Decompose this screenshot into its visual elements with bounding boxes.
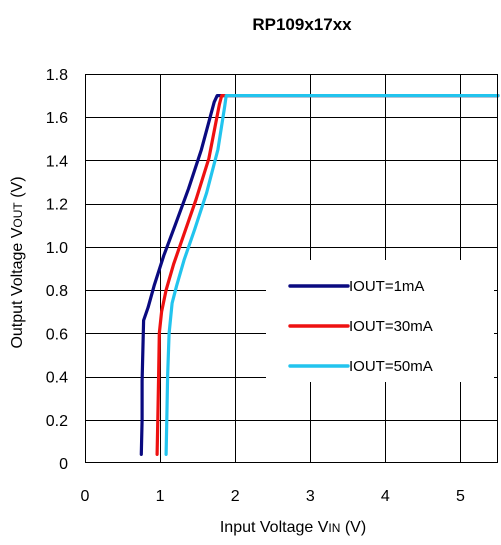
x-tick-label: 1 — [156, 488, 165, 505]
y-tick-label: 0.4 — [46, 370, 68, 387]
x-tick-label: 0 — [81, 488, 90, 505]
y-axis-ticks: 0 0.2 0.4 0.6 0.8 1.0 1.2 1.4 1.6 1.8 — [46, 67, 68, 473]
x-tick-label: 4 — [381, 488, 390, 505]
y-tick-label: 0.2 — [46, 413, 68, 430]
series-line-1 — [139, 93, 500, 456]
y-tick-label: 0 — [59, 456, 68, 473]
legend-label-3: IOUT=50mA — [349, 358, 433, 375]
y-tick-label: 0.8 — [46, 283, 68, 300]
legend-background — [266, 260, 494, 382]
series-layer — [84, 73, 500, 464]
x-tick-label: 3 — [306, 488, 315, 505]
y-tick-label: 1.2 — [46, 197, 68, 214]
y-tick-label: 1.8 — [46, 67, 68, 84]
y-tick-label: 1.0 — [46, 240, 68, 257]
x-tick-label: 2 — [231, 488, 240, 505]
y-tick-label: 0.6 — [46, 326, 68, 343]
legend: IOUT=1mA IOUT=30mA IOUT=50mA — [266, 260, 494, 382]
plot-frame — [84, 73, 499, 464]
x-axis-label: Input Voltage VIN (V) — [220, 519, 366, 536]
y-tick-label: 1.6 — [46, 110, 68, 127]
legend-label-2: IOUT=30mA — [349, 318, 433, 335]
series-line-2 — [155, 93, 500, 456]
chart-title: RP109x17xx — [252, 15, 352, 34]
y-tick-label: 1.4 — [46, 153, 68, 170]
x-axis-ticks: 0 1 2 3 4 5 — [81, 488, 465, 505]
legend-label-1: IOUT=1mA — [349, 278, 424, 295]
y-axis-label: Output Voltage VOUT (V) — [9, 176, 26, 348]
x-tick-label: 5 — [456, 488, 465, 505]
series-line-3 — [164, 93, 500, 456]
